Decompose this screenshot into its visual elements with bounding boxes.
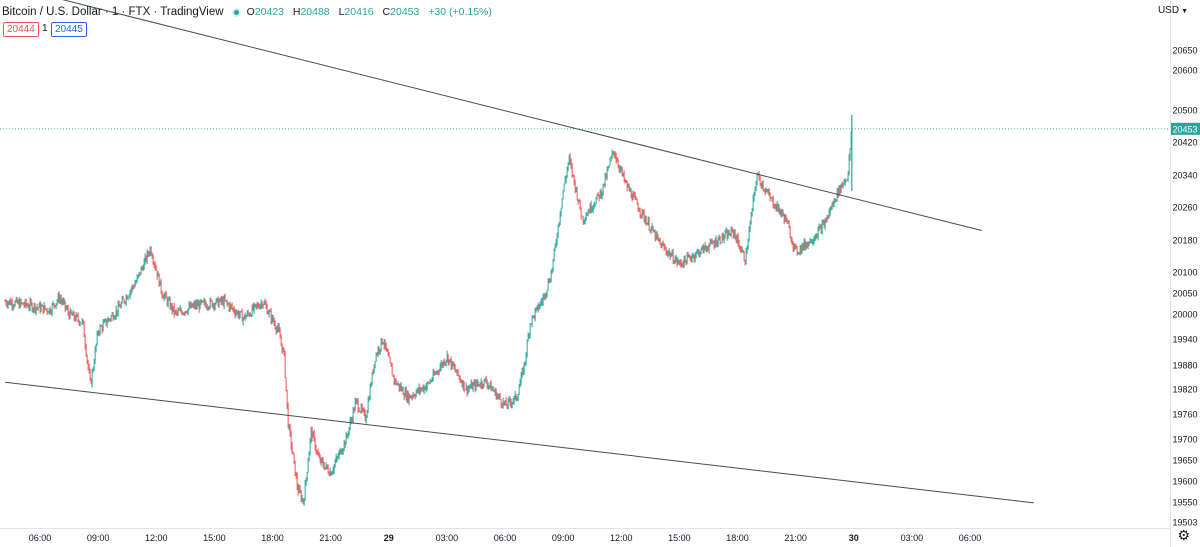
y-tick-label: 20500 [1172, 106, 1197, 116]
high-value: 20488 [300, 6, 330, 18]
x-tick-label: 03:00 [901, 533, 924, 543]
x-tick-label: 21:00 [784, 533, 807, 543]
x-tick-label: 15:00 [668, 533, 691, 543]
y-tick-label: 19503 [1172, 518, 1197, 528]
y-tick-label: 20600 [1172, 66, 1197, 76]
sell-price-button[interactable]: 20444 [3, 22, 39, 37]
y-tick-label: 19650 [1172, 456, 1197, 466]
currency-selector[interactable]: USD ▼ [1158, 5, 1188, 16]
y-tick-label: 19880 [1172, 361, 1197, 371]
symbol-title[interactable]: Bitcoin / U.S. Dollar · 1 · FTX · Tradin… [2, 6, 224, 18]
caret-down-icon: ▼ [1181, 8, 1188, 15]
y-tick-label: 20340 [1172, 171, 1197, 181]
x-tick-label: 06:00 [959, 533, 982, 543]
x-tick-label: 06:00 [29, 533, 52, 543]
y-tick-label: 19600 [1172, 477, 1197, 487]
x-tick-label: 18:00 [261, 533, 284, 543]
order-quantity[interactable]: 1 [39, 22, 51, 35]
candles [4, 130, 852, 506]
y-tick-label: 20260 [1172, 203, 1197, 213]
chart-header: Bitcoin / U.S. Dollar · 1 · FTX · Tradin… [2, 4, 495, 20]
x-tick-label: 18:00 [726, 533, 749, 543]
y-tick-label: 19820 [1172, 385, 1197, 395]
status-dot-icon [231, 7, 241, 17]
y-tick-label: 19760 [1172, 410, 1197, 420]
x-tick-label: 21:00 [319, 533, 342, 543]
last-price-label: 20453 [1172, 124, 1197, 134]
change-value: +30 (+0.15%) [428, 6, 492, 18]
buy-price-button[interactable]: 20445 [51, 22, 87, 37]
y-tick-label: 20650 [1172, 46, 1197, 56]
y-tick-label: 20050 [1172, 289, 1197, 299]
y-tick-label: 19550 [1172, 498, 1197, 508]
x-tick-label: 29 [384, 533, 394, 543]
y-tick-label: 20180 [1172, 236, 1197, 246]
last-price-label-bg [1171, 122, 1200, 135]
y-tick-label: 19700 [1172, 435, 1197, 445]
ohlc-values: O20423 H20488 L20416 C20453 +30 (+0.15%) [246, 6, 492, 18]
x-tick-label: 09:00 [552, 533, 575, 543]
low-value: 20416 [344, 6, 374, 18]
y-tick-label: 19940 [1172, 335, 1197, 345]
x-tick-label: 30 [849, 533, 859, 543]
x-tick-label: 06:00 [494, 533, 517, 543]
x-tick-label: 12:00 [610, 533, 633, 543]
x-tick-label: 09:00 [87, 533, 110, 543]
x-tick-label: 15:00 [203, 533, 226, 543]
currency-label: USD [1157, 5, 1180, 16]
gear-icon[interactable]: ⚙ [1177, 527, 1190, 543]
trendline-lower[interactable] [5, 381, 1034, 504]
y-tick-label: 20100 [1172, 268, 1197, 278]
open-value: 20423 [254, 6, 284, 18]
trendline-upper[interactable] [5, 0, 982, 231]
y-tick-label: 20420 [1172, 138, 1197, 148]
y-tick-label: 20000 [1172, 310, 1197, 320]
x-tick-label: 03:00 [436, 533, 459, 543]
close-value: 20453 [390, 6, 420, 18]
x-tick-label: 12:00 [145, 533, 168, 543]
